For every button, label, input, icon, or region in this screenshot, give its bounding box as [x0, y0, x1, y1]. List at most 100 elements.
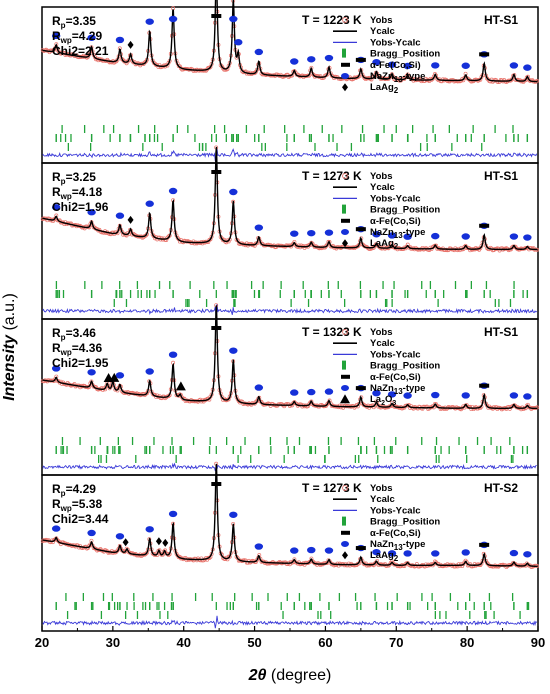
- nazn13-marker: [461, 549, 470, 556]
- yobs-point: [422, 78, 427, 83]
- yobs-point: [253, 69, 258, 74]
- nazn13-marker: [307, 229, 316, 237]
- third-phase-marker: [109, 372, 120, 382]
- yobs-point: [376, 244, 381, 248]
- yobs-point: [158, 551, 163, 556]
- stat-rwp: Rwp=4.29: [52, 29, 102, 45]
- legend-swatch-nazn13: [341, 385, 349, 391]
- nazn13-marker: [403, 392, 412, 399]
- nazn13-marker: [87, 34, 96, 41]
- nazn13-marker: [403, 550, 412, 557]
- legend-swatch-bragg: [342, 204, 346, 214]
- ycalc-line: [42, 146, 538, 251]
- nazn13-marker: [387, 550, 397, 557]
- nazn13-marker: [307, 546, 316, 554]
- panel-temperature: T = 1323 K: [302, 325, 362, 339]
- stat-chi2: Chi2=3.44: [52, 512, 109, 526]
- nazn13-marker: [372, 548, 381, 556]
- legend-swatch-nazn13: [341, 229, 349, 235]
- ycalc-line: [42, 0, 538, 83]
- legend-label: Ycalc: [370, 338, 395, 349]
- nazn13-marker: [307, 56, 316, 63]
- panel-temperature: T = 1273 K: [302, 169, 362, 183]
- yobs-point: [523, 246, 528, 250]
- nazn13-marker: [387, 61, 397, 68]
- nazn13-marker: [115, 212, 125, 219]
- nazn13-marker: [509, 392, 519, 399]
- yobs-point: [151, 234, 156, 239]
- third-phase-marker: [127, 215, 134, 224]
- y-axis-label: Intensity (a.u.): [1, 293, 18, 401]
- legend-label: α-Fe(Co,Si): [370, 216, 421, 227]
- legend: YobsYcalcYobs-YcalcBragg_Positionα-Fe(Co…: [333, 171, 440, 251]
- stat-rp: Rp=4.29: [52, 482, 96, 498]
- difference-line: [42, 303, 538, 320]
- nazn13-marker: [387, 391, 397, 398]
- fe-marker: [211, 170, 222, 174]
- legend-swatch-yobs: [342, 173, 348, 179]
- legend-label: Bragg_Position: [370, 205, 440, 216]
- nazn13-marker: [290, 389, 299, 396]
- nazn13-marker: [372, 59, 381, 66]
- nazn13-marker: [307, 388, 316, 396]
- yobs-point: [463, 243, 468, 248]
- stat-rp: Rp=3.35: [52, 14, 96, 30]
- bragg-positions: [55, 437, 529, 463]
- legend-label: α-Fe(Co,Si): [370, 528, 421, 539]
- fe-marker: [211, 326, 222, 330]
- legend-label: Yobs: [370, 327, 393, 338]
- bragg-positions: [55, 125, 529, 151]
- panel-sample: HT-S2: [484, 481, 518, 495]
- yobs-point: [255, 557, 259, 562]
- nazn13-marker: [290, 230, 299, 237]
- legend-label: Yobs-Ycalc: [370, 349, 421, 360]
- nazn13-marker: [387, 232, 397, 239]
- legend-label: Yobs: [370, 171, 393, 182]
- legend-label: Yobs-Ycalc: [370, 505, 421, 516]
- legend-label: La2O3: [370, 394, 396, 407]
- legend-swatch-bragg: [342, 360, 346, 370]
- nazn13-marker: [254, 384, 264, 391]
- nazn13-marker: [523, 393, 532, 400]
- x-tick-label: 50: [247, 635, 261, 650]
- fe-marker: [355, 57, 366, 62]
- legend-swatch-fe: [341, 62, 350, 67]
- nazn13-marker: [168, 187, 178, 195]
- legend-label: Bragg_Position: [370, 49, 440, 60]
- legend-label: NaZn13-type: [370, 383, 425, 396]
- nazn13-marker: [229, 347, 238, 354]
- panel-temperature: T = 1273 K: [302, 481, 362, 495]
- legend: YobsYcalcYobs-YcalcBragg_Positionα-Fe(Co…: [333, 327, 440, 407]
- legend-swatch-fe: [341, 374, 350, 379]
- third-phase-marker: [175, 381, 186, 391]
- x-tick-label: 20: [35, 635, 49, 650]
- x-axis-label: 2θ (degree): [248, 667, 332, 684]
- legend-label: Yobs-Ycalc: [370, 193, 421, 204]
- panel-sample: HT-S1: [484, 325, 518, 339]
- nazn13-marker: [254, 48, 264, 56]
- legend-swatch-yobs: [342, 329, 348, 335]
- nazn13-marker: [509, 233, 519, 240]
- fe-marker: [479, 223, 490, 228]
- fe-marker: [479, 542, 490, 547]
- nazn13-marker: [431, 391, 440, 399]
- ycalc-line: [42, 305, 538, 410]
- nazn13-marker: [145, 18, 154, 25]
- legend-label: Yobs: [370, 483, 393, 494]
- stat-rp: Rp=3.25: [52, 170, 96, 186]
- nazn13-marker: [431, 62, 440, 69]
- nazn13-marker: [115, 372, 125, 379]
- x-axis: 20 30 40 50 60 70 80 90: [35, 626, 545, 650]
- nazn13-marker: [168, 15, 178, 23]
- difference-line: [42, 148, 538, 162]
- x-tick-label: 70: [389, 635, 403, 650]
- legend-swatch-fe: [341, 218, 350, 223]
- nazn13-marker: [234, 39, 243, 46]
- legend-swatch-bragg: [342, 516, 346, 526]
- panel-frame: [41, 6, 539, 164]
- nazn13-marker: [509, 549, 519, 557]
